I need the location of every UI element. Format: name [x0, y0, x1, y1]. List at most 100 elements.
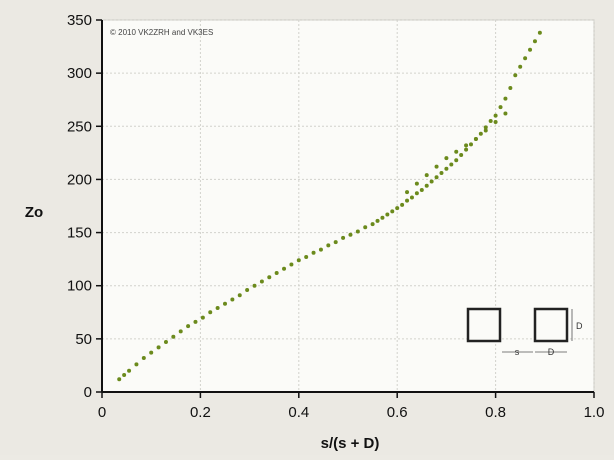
x-tick-label: 0.6: [387, 404, 408, 421]
y-tick-labels: 0 50 100 150 200 250 300 350: [67, 12, 92, 401]
data-point: [208, 310, 213, 315]
data-point: [395, 206, 400, 211]
data-point: [483, 128, 488, 133]
data-point: [296, 258, 301, 263]
data-point: [274, 270, 279, 275]
data-point: [400, 202, 405, 207]
axes: [96, 19, 595, 398]
data-point: [493, 113, 498, 118]
data-point: [326, 243, 331, 248]
data-point: [532, 39, 537, 44]
data-point: [493, 120, 498, 125]
data-point: [171, 334, 176, 339]
data-point: [259, 279, 264, 284]
data-point: [215, 306, 220, 311]
data-point: [193, 319, 198, 324]
data-point: [444, 166, 449, 171]
y-tick-label: 50: [75, 331, 92, 348]
x-tick-labels: 0 0.2 0.4 0.6 0.8 1.0: [98, 404, 605, 421]
data-point: [414, 181, 419, 186]
data-points: [117, 30, 542, 382]
data-point: [237, 293, 242, 298]
data-point: [537, 30, 542, 35]
y-tick-label: 250: [67, 118, 92, 135]
data-point: [390, 209, 395, 214]
data-point: [414, 191, 419, 196]
x-axis-label: s/(s + D): [321, 435, 380, 452]
copyright-notice: © 2010 VK2ZRH and VK3ES: [110, 28, 213, 37]
data-point: [252, 283, 257, 288]
data-point: [282, 266, 287, 271]
s-dimension-label: s: [515, 347, 520, 357]
data-point: [523, 56, 528, 61]
y-axis-label: Zo: [25, 204, 43, 221]
data-point: [223, 301, 227, 306]
x-tick-label: 0.8: [485, 404, 506, 421]
right-conductor-square: [533, 307, 569, 343]
data-point: [528, 47, 533, 52]
data-point: [375, 218, 380, 223]
data-point: [230, 297, 235, 302]
x-tick-label: 0.2: [190, 404, 211, 421]
data-point: [318, 247, 323, 252]
data-point: [178, 329, 183, 334]
data-point: [508, 86, 513, 91]
data-point: [405, 198, 410, 203]
data-point: [127, 368, 132, 373]
data-point: [503, 111, 508, 116]
data-point: [469, 142, 473, 147]
data-point: [439, 171, 444, 176]
data-point: [483, 125, 488, 130]
data-point: [380, 215, 385, 220]
y-tick-label: 350: [67, 12, 92, 29]
data-point: [141, 355, 146, 360]
data-point: [245, 287, 250, 292]
data-point: [122, 372, 127, 377]
data-point: [163, 340, 168, 345]
y-tick-label: 150: [67, 225, 92, 242]
data-point: [149, 350, 154, 355]
data-point: [429, 179, 434, 184]
data-point: [156, 345, 161, 350]
data-point: [518, 64, 523, 69]
x-tick-label: 1.0: [584, 404, 605, 421]
left-conductor-square: [466, 307, 502, 343]
data-point: [513, 73, 518, 78]
data-point: [117, 377, 122, 382]
data-point: [348, 232, 353, 237]
y-tick-label: 300: [67, 65, 92, 82]
data-point: [289, 262, 294, 267]
data-point: [488, 118, 493, 123]
data-point: [473, 137, 478, 142]
data-point: [454, 158, 459, 163]
x-tick-label: 0: [98, 404, 106, 421]
data-point: [424, 173, 429, 178]
data-point: [444, 156, 449, 161]
data-point: [333, 240, 338, 245]
data-point: [409, 195, 414, 200]
d-width-label: D: [548, 347, 555, 357]
data-point: [478, 131, 483, 136]
data-point: [464, 147, 469, 152]
x-tick-label: 0.4: [288, 404, 309, 421]
data-point: [405, 190, 410, 195]
data-point: [341, 235, 346, 240]
data-point: [311, 250, 316, 255]
y-tick-label: 100: [67, 278, 92, 295]
data-point: [503, 96, 508, 101]
data-point: [419, 188, 424, 193]
data-point: [267, 275, 272, 280]
data-point: [186, 324, 191, 329]
data-point: [434, 175, 439, 180]
data-point: [200, 315, 205, 320]
data-point: [449, 162, 454, 167]
data-point: [424, 183, 429, 188]
data-point: [434, 164, 439, 169]
y-tick-label: 0: [84, 384, 92, 401]
y-tick-label: 200: [67, 171, 92, 188]
data-point: [370, 222, 375, 227]
data-point: [304, 255, 309, 260]
data-point: [363, 225, 368, 230]
